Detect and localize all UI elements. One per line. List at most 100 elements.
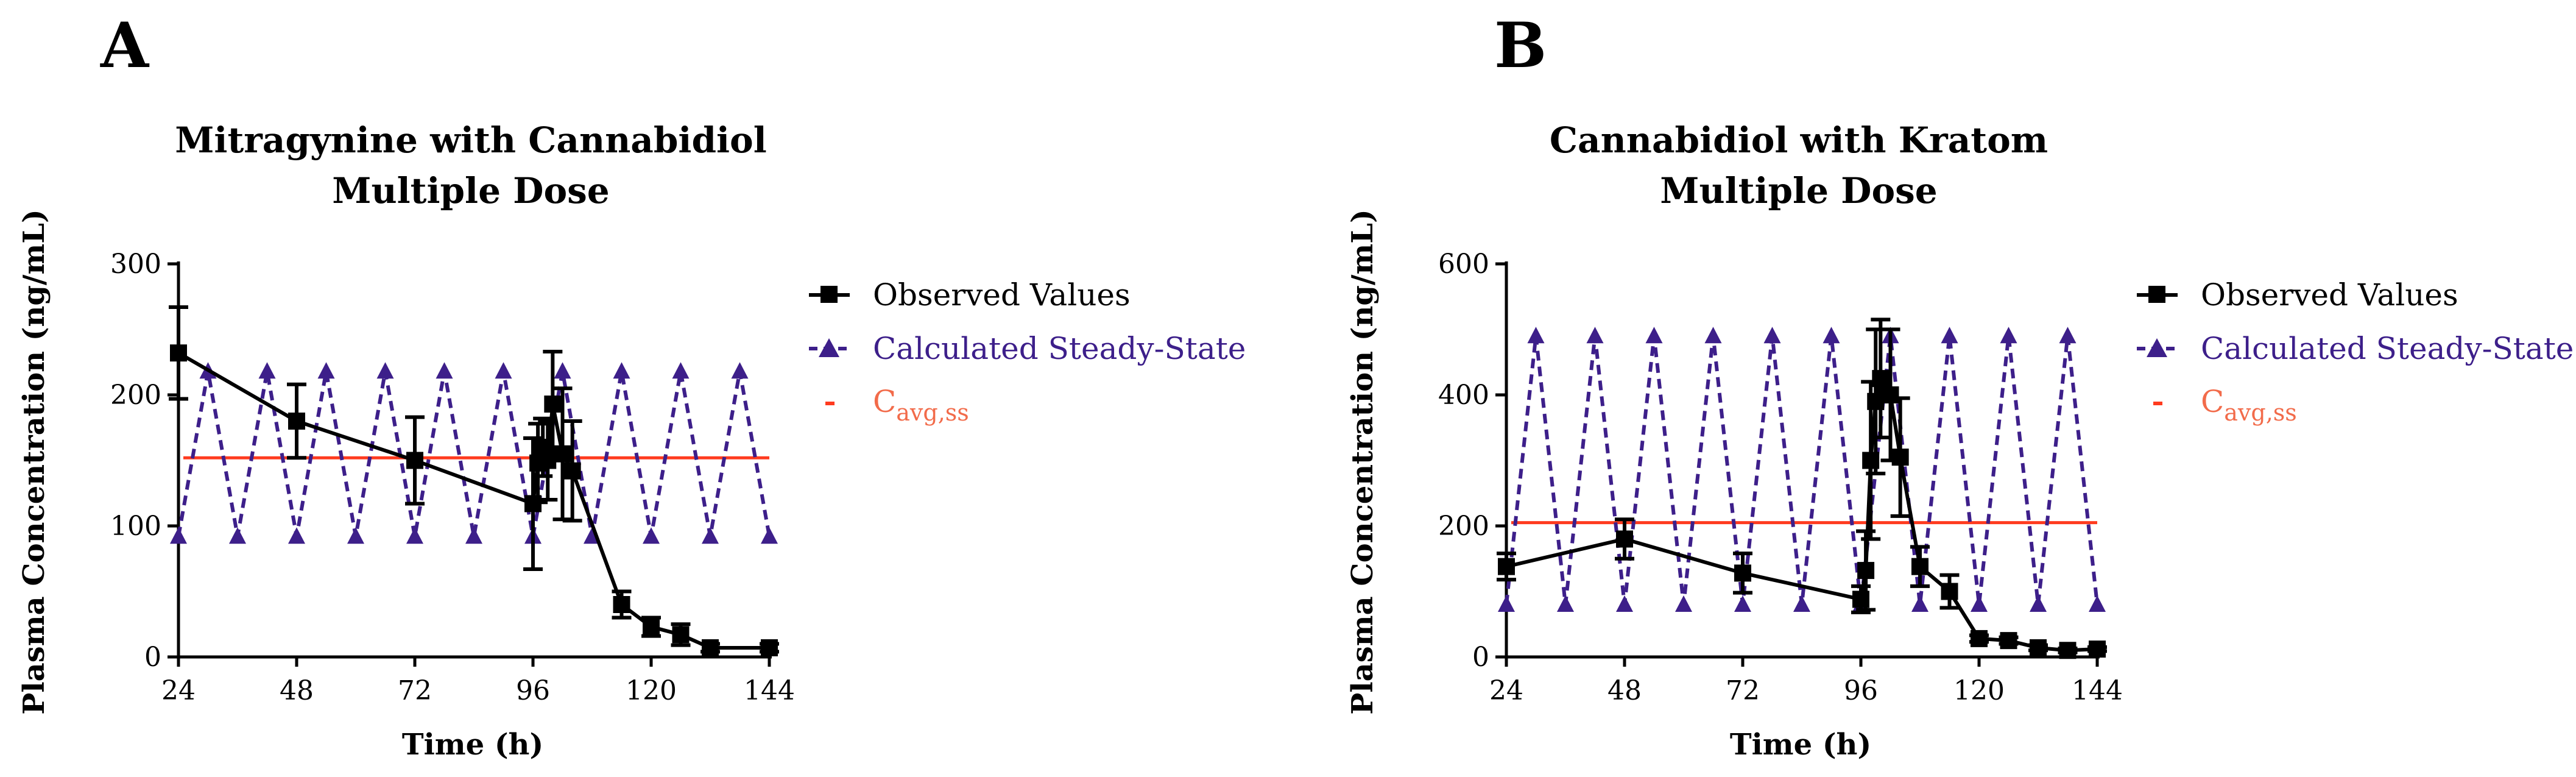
calculated-series-line — [177, 371, 771, 537]
calculated-point — [1911, 595, 1928, 612]
x-tick-label: 24 — [161, 675, 196, 706]
legend-observed-label: Observed Values — [2201, 277, 2458, 313]
calculated-point — [1498, 595, 1515, 612]
observed-point — [406, 452, 423, 469]
observed-point — [1941, 583, 1958, 600]
calculated-point — [1971, 595, 1988, 612]
observed-point — [554, 445, 571, 463]
calculated-point — [2030, 595, 2047, 612]
calculated-point — [643, 527, 660, 544]
observed-point — [563, 462, 581, 480]
calculated-point — [2089, 595, 2106, 612]
observed-point — [1872, 370, 1890, 388]
legend-cavg-item: Cavg,ss — [825, 384, 969, 426]
calculated-point — [1763, 327, 1781, 344]
calculated-point — [2000, 327, 2017, 344]
calculated-point — [1734, 595, 1751, 612]
legend-calculated-item: Calculated Steady-State — [2137, 331, 2574, 366]
calculated-point — [1557, 595, 1574, 612]
panel-b: B Cannabidiol with Kratom Multiple Dose … — [1346, 9, 2574, 762]
x-tick-label: 72 — [1726, 675, 1760, 706]
y-tick-label: 400 — [1438, 380, 1489, 411]
calculated-point — [229, 527, 246, 544]
observed-point — [1498, 558, 1515, 575]
panel-b-xlabel: Time (h) — [1730, 728, 1871, 762]
calculated-point — [288, 527, 305, 544]
legend-cavg-subscript: avg,ss — [896, 399, 969, 426]
observed-series-line — [177, 351, 769, 650]
observed-point — [643, 618, 660, 636]
observed-point — [672, 626, 690, 644]
observed-point — [170, 344, 187, 362]
legend-cavg-item: Cavg,ss — [2153, 384, 2297, 426]
calculated-point — [1675, 595, 1692, 612]
observed-point — [2089, 640, 2106, 658]
calculated-point — [347, 527, 364, 544]
observed-point — [761, 639, 778, 656]
calculated-point — [465, 527, 482, 544]
calculated-point — [2059, 327, 2077, 344]
observed-point — [1911, 558, 1928, 575]
legend-cavg-base: C — [2201, 384, 2224, 419]
calculated-point — [554, 362, 571, 379]
calculated-point — [317, 362, 335, 379]
calculated-series-line — [1505, 335, 2099, 605]
calculated-point — [731, 362, 749, 379]
calculated-point — [258, 362, 276, 379]
calculated-point — [1527, 327, 1545, 344]
legend-calculated-marker — [819, 338, 839, 357]
observed-point — [1857, 562, 1875, 580]
x-tick-label: 72 — [398, 675, 432, 706]
x-tick-label: 24 — [1489, 675, 1523, 706]
calculated-point — [1941, 327, 1958, 344]
calculated-point — [436, 362, 453, 379]
panel-a: A Mitragynine with Cannabidiol Multiple … — [17, 9, 1246, 762]
calculated-point — [495, 362, 512, 379]
calculated-point — [170, 527, 187, 544]
calculated-point — [406, 527, 423, 544]
panel-a-legend: Observed Values Calculated Steady-State … — [809, 277, 1246, 426]
panel-b-letter: B — [1494, 9, 1547, 82]
calculated-point — [1645, 327, 1663, 344]
legend-calculated-item: Calculated Steady-State — [809, 331, 1246, 366]
panel-b-ylabel: Plasma Concentration (ng/mL) — [1346, 209, 1380, 714]
observed-point — [1891, 449, 1909, 466]
panel-b-legend: Observed Values Calculated Steady-State … — [2137, 277, 2574, 426]
panel-a-title-line1: Mitragynine with Cannabidiol — [175, 119, 767, 161]
panel-b-title-line1: Cannabidiol with Kratom — [1550, 119, 2048, 161]
calculated-point — [672, 362, 690, 379]
calculated-point — [702, 527, 719, 544]
observed-point — [1882, 386, 1899, 403]
panel-a-letter: A — [100, 9, 150, 82]
observed-point — [1971, 630, 1988, 647]
calculated-point — [1823, 327, 1840, 344]
legend-observed-marker — [820, 286, 838, 303]
calculated-point — [761, 527, 778, 544]
legend-cavg-label: Cavg,ss — [2201, 384, 2297, 426]
observed-point — [544, 396, 562, 413]
observed-point — [1734, 564, 1751, 582]
x-tick-label: 96 — [1844, 675, 1878, 706]
legend-cavg-base: C — [873, 384, 896, 419]
observed-point — [613, 596, 630, 613]
y-tick-label: 0 — [1472, 642, 1489, 673]
legend-observed-label: Observed Values — [873, 277, 1131, 313]
observed-point — [1616, 530, 1633, 548]
observed-point — [2030, 639, 2047, 656]
calculated-point — [1793, 595, 1810, 612]
observed-point — [702, 639, 719, 656]
panel-b-plot: 24 48 72 96 120 144 0 200 400 600 — [1438, 249, 2123, 706]
legend-calculated-marker — [2147, 338, 2167, 357]
observed-point — [2000, 632, 2017, 650]
x-tick-label: 120 — [1953, 675, 2005, 706]
legend-calculated-label: Calculated Steady-State — [2201, 331, 2574, 366]
panel-b-title-line2: Multiple Dose — [1660, 170, 1937, 211]
legend-calculated-label: Calculated Steady-State — [873, 331, 1246, 366]
legend-observed-marker — [2148, 286, 2165, 303]
y-tick-label: 100 — [110, 511, 161, 542]
calculated-point — [613, 362, 630, 379]
x-tick-label: 120 — [626, 675, 677, 706]
legend-cavg-label: Cavg,ss — [873, 384, 969, 426]
x-tick-label: 96 — [516, 675, 550, 706]
